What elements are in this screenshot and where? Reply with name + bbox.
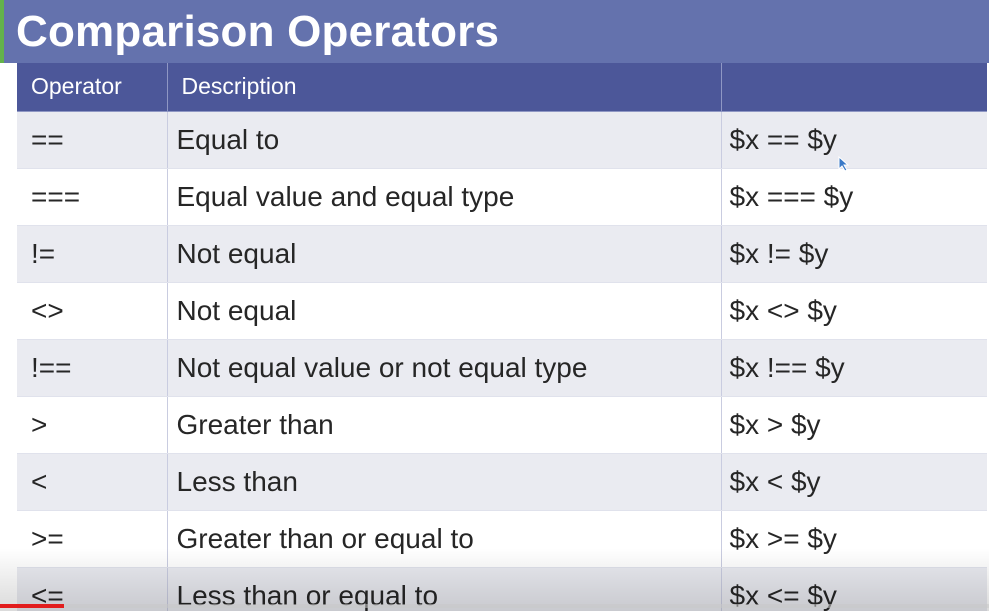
example-cell: $x <> $y (721, 282, 987, 340)
description-cell: Not equal (167, 225, 722, 283)
video-progress-played (0, 604, 65, 608)
description-cell: Not equal value or not equal type (167, 339, 722, 397)
table-row: === Equal value and equal type $x === $y (17, 168, 987, 226)
column-header-operator: Operator (17, 63, 168, 112)
example-cell: $x > $y (721, 396, 987, 454)
table-row: != Not equal $x != $y (17, 225, 987, 283)
operator-cell: === (17, 168, 168, 226)
slide-title-bar: Comparison Operators (0, 0, 989, 63)
example-cell: $x !== $y (721, 339, 987, 397)
operators-table-container: Operator Description == Equal to $x == $… (17, 63, 989, 611)
example-cell: $x >= $y (721, 510, 987, 568)
description-cell: Equal value and equal type (167, 168, 722, 226)
example-cell: $x == $y (721, 111, 987, 169)
operator-cell: >= (17, 510, 168, 568)
table-row: == Equal to $x == $y (17, 111, 987, 169)
column-header-description: Description (167, 63, 722, 112)
table-row: !== Not equal value or not equal type $x… (17, 339, 987, 397)
description-cell: Greater than (167, 396, 722, 454)
column-header-example (721, 63, 987, 112)
operators-table: Operator Description == Equal to $x == $… (17, 63, 987, 611)
description-cell: Greater than or equal to (167, 510, 722, 568)
table-row: <= Less than or equal to $x <= $y (17, 567, 987, 611)
operator-cell: == (17, 111, 168, 169)
example-cell: $x === $y (721, 168, 987, 226)
operator-cell: > (17, 396, 168, 454)
table-row: < Less than $x < $y (17, 453, 987, 511)
table-row: <> Not equal $x <> $y (17, 282, 987, 340)
mouse-pointer-icon (838, 156, 850, 172)
table-row: > Greater than $x > $y (17, 396, 987, 454)
description-cell: Not equal (167, 282, 722, 340)
table-row: >= Greater than or equal to $x >= $y (17, 510, 987, 568)
description-cell: Less than (167, 453, 722, 511)
example-cell: $x != $y (721, 225, 987, 283)
video-progress-bar[interactable] (0, 604, 989, 608)
operator-cell: != (17, 225, 168, 283)
example-cell: $x < $y (721, 453, 987, 511)
description-cell: Less than or equal to (167, 567, 722, 611)
operator-cell: < (17, 453, 168, 511)
table-header-row: Operator Description (17, 63, 987, 112)
operator-cell: <> (17, 282, 168, 340)
slide-title: Comparison Operators (16, 7, 500, 56)
operator-cell: !== (17, 339, 168, 397)
description-cell: Equal to (167, 111, 722, 169)
